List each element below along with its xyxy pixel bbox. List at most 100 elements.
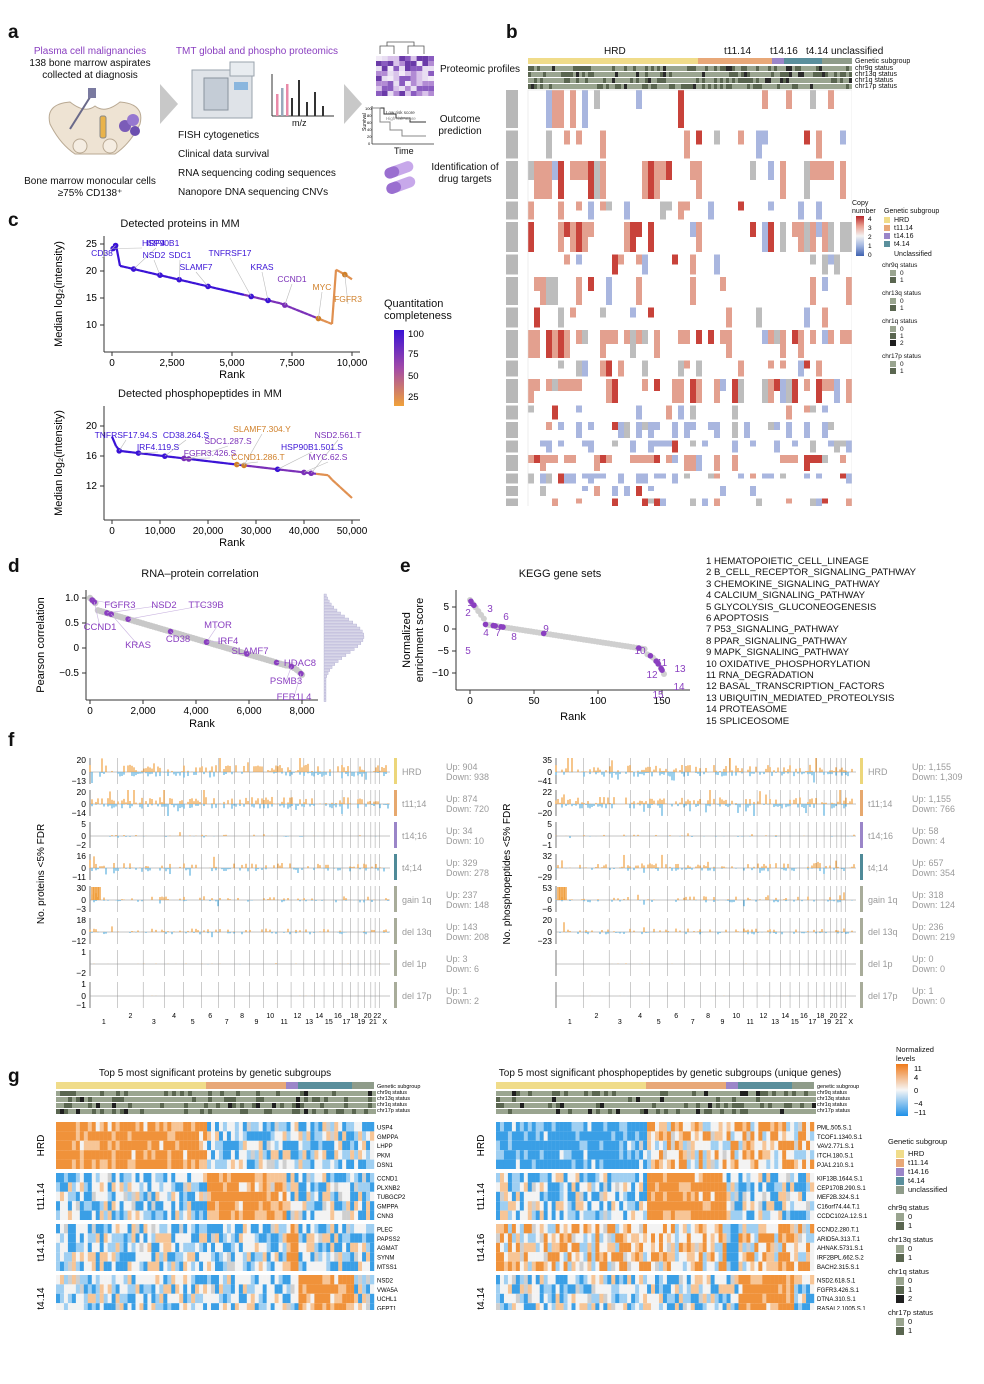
- g-status-cell: [328, 1103, 332, 1108]
- cnv-cell: [582, 360, 588, 377]
- cnv-cell: [636, 254, 642, 265]
- heatmap-cell: [366, 1201, 371, 1211]
- heatmap-cell: [123, 1131, 128, 1141]
- chromosome-tick: 8: [706, 1013, 710, 1020]
- cnv-cell: [582, 222, 588, 252]
- heatmap-cell: [79, 1131, 85, 1141]
- heatmap-cell: [56, 1201, 61, 1211]
- heatmap-cell: [171, 1173, 176, 1183]
- heatmap-cell: [230, 1140, 236, 1151]
- heatmap-cell: [175, 1261, 180, 1271]
- g-status-cell: [252, 1103, 256, 1108]
- heatmap-cell: [322, 1261, 327, 1271]
- heatmap-cell: [318, 1233, 323, 1243]
- cnv-cell: [588, 161, 594, 199]
- heatmap-cell: [135, 1233, 140, 1243]
- heatmap-cell: [199, 1173, 204, 1183]
- mini-heat-cell: [381, 86, 388, 91]
- cnv-status-cell: [660, 78, 663, 83]
- cnv-status-cell: [843, 84, 846, 89]
- heatmap-cell: [147, 1303, 152, 1310]
- heatmap-cell: [87, 1252, 92, 1262]
- g-status-cell: [356, 1097, 360, 1102]
- heatmap-cell: [330, 1242, 335, 1253]
- histogram-bar: [323, 638, 364, 642]
- heatmap-cell: [191, 1293, 196, 1304]
- cnv-cell: [786, 90, 792, 109]
- heatmap-cell: [242, 1261, 247, 1271]
- g-status-cell: [168, 1109, 172, 1114]
- heatmap-cell: [250, 1261, 255, 1271]
- mini-heat-cell: [405, 56, 411, 61]
- cnv-status-cell: [543, 84, 546, 89]
- heatmap-cell: [79, 1242, 85, 1253]
- heatmap-cell: [171, 1159, 176, 1169]
- g-status-cell: [112, 1097, 116, 1102]
- heatmap-cell: [350, 1233, 355, 1243]
- heatmap-cell: [203, 1201, 208, 1211]
- heatmap-cell: [167, 1242, 172, 1253]
- mini-heat-cell: [381, 56, 388, 61]
- heatmap-cell: [199, 1261, 204, 1271]
- g-status-cell: [176, 1103, 180, 1108]
- heatmap-cell: [203, 1150, 208, 1160]
- heatmap-cell: [83, 1233, 88, 1243]
- cnv-cell: [558, 440, 564, 447]
- cnv-cell: [840, 440, 846, 447]
- g-status-cell: [284, 1097, 288, 1102]
- g-status-cell: [212, 1097, 216, 1102]
- cnv-status-cell: [624, 66, 627, 71]
- y-tick-label: 0: [73, 643, 79, 654]
- heatmap-cell: [56, 1210, 61, 1220]
- histogram-bar: [323, 653, 347, 657]
- cnv-cell: [612, 254, 618, 275]
- heatmap-cell: [270, 1252, 275, 1262]
- g-status-cell: [116, 1103, 120, 1108]
- heatmap-cell: [75, 1201, 81, 1211]
- rank-curve-segment: [139, 269, 145, 273]
- heatmap-cell: [163, 1182, 168, 1192]
- heatmap-cell: [282, 1201, 287, 1211]
- cnv-cell: [738, 360, 744, 377]
- g-status-cell: [372, 1109, 376, 1114]
- heatmap-cell: [187, 1233, 192, 1243]
- heatmap-cell: [338, 1252, 343, 1262]
- heatmap-cell: [91, 1242, 96, 1253]
- g-status-cell: [368, 1103, 372, 1108]
- g-status-cell: [116, 1097, 120, 1102]
- cnv-status-cell: [813, 66, 816, 71]
- heatmap-cell: [294, 1140, 299, 1151]
- cnv-cell: [654, 498, 660, 506]
- heatmap-cell: [79, 1233, 85, 1243]
- heatmap-cell: [119, 1150, 124, 1160]
- heatmap-cell: [195, 1122, 200, 1132]
- cnv-cell: [606, 379, 612, 403]
- heatmap-cell: [350, 1122, 355, 1132]
- cnv-status-cell: [753, 84, 756, 89]
- heatmap-cell: [95, 1173, 100, 1183]
- cnv-status-cell: [588, 84, 591, 89]
- method-fish: FISH cytogenetics: [178, 130, 260, 141]
- heatmap-cell: [131, 1233, 136, 1243]
- cnv-status-cell: [843, 66, 846, 71]
- heatmap-cell: [123, 1261, 128, 1271]
- cnv-status-cell: [816, 72, 819, 77]
- heatmap-cell: [187, 1191, 192, 1202]
- cnv-status-cell: [564, 72, 567, 77]
- heatmap-cell: [334, 1284, 339, 1294]
- heatmap-cell: [238, 1122, 244, 1132]
- cnv-cell: [600, 201, 606, 211]
- heatmap-cell: [171, 1182, 176, 1192]
- g-status-cell: [180, 1091, 184, 1096]
- cnv-status-cell: [612, 72, 615, 77]
- cnv-cell: [798, 201, 804, 220]
- heatmap-cell: [226, 1131, 232, 1141]
- g-status-cell: [280, 1109, 284, 1114]
- heatmap-cell: [326, 1140, 331, 1151]
- heatmap-cell: [79, 1201, 85, 1211]
- b-legend-t1416: t14.16: [894, 233, 914, 240]
- heatmap-cell: [63, 1233, 69, 1243]
- rank-curve-segment: [227, 289, 233, 294]
- cnv-status-cell: [600, 78, 603, 83]
- g-status-cell: [68, 1097, 72, 1102]
